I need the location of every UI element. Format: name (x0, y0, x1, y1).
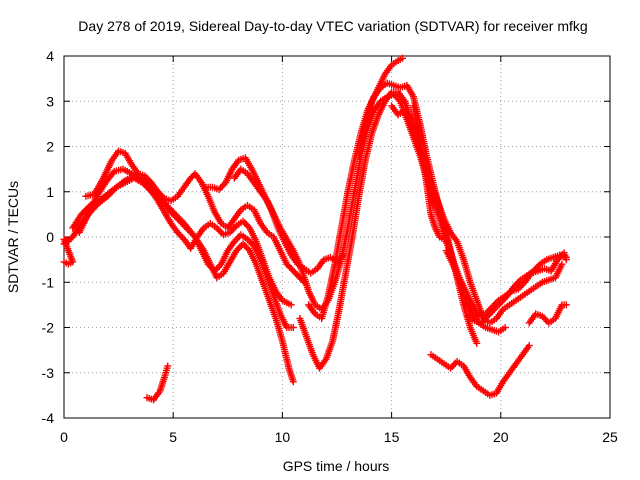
data-point (289, 324, 297, 331)
data-point (242, 243, 250, 251)
data-point (562, 301, 570, 309)
data-point (448, 363, 456, 371)
y-tick-label: 1 (46, 184, 54, 200)
y-tick-label: 0 (46, 229, 54, 245)
x-tick-label: 25 (602, 429, 618, 445)
series-track-4 (82, 147, 308, 286)
x-tick-label: 0 (60, 429, 68, 445)
x-tick-label: 5 (169, 429, 177, 445)
data-point (473, 339, 481, 347)
data-point (287, 301, 295, 309)
axis-ticks: 0 5 10 15 20 25 -4 -3 -2 -1 0 1 2 3 4 (42, 48, 618, 445)
chart-title: Day 278 of 2019, Sidereal Day-to-day VTE… (78, 18, 587, 34)
series-track-11 (409, 102, 448, 243)
data-point (562, 253, 570, 261)
y-tick-label: -2 (42, 320, 55, 336)
y-tick-label: -4 (42, 410, 55, 426)
x-axis-label: GPS time / hours (283, 458, 390, 474)
data-point (215, 226, 223, 234)
y-tick-label: 2 (46, 139, 54, 155)
data-point (525, 342, 533, 350)
y-tick-label: -1 (42, 274, 55, 290)
data-marks (60, 54, 570, 404)
data-point (177, 232, 185, 240)
data-point (501, 324, 509, 331)
data-point (218, 229, 226, 237)
series-track-10 (388, 102, 566, 327)
series-track-16 (143, 362, 172, 404)
data-point (289, 378, 297, 386)
y-tick-label: -3 (42, 365, 55, 381)
data-point (164, 362, 172, 370)
data-point (558, 260, 566, 268)
y-tick-label: 3 (46, 93, 54, 109)
x-tick-label: 10 (275, 429, 291, 445)
data-point (239, 240, 247, 248)
data-point (217, 184, 225, 192)
data-point (236, 243, 244, 251)
data-point (64, 238, 72, 246)
series-track-3 (75, 165, 295, 309)
data-point (440, 235, 448, 243)
grid (64, 56, 610, 418)
x-tick-label: 20 (493, 429, 509, 445)
series-track-15 (525, 301, 570, 327)
data-point (245, 237, 253, 245)
series-track-14 (427, 342, 533, 399)
series-track-17 (60, 235, 77, 268)
y-tick-label: 4 (46, 48, 54, 64)
series-track-2 (69, 172, 297, 386)
series-track-13 (464, 251, 570, 327)
x-tick-label: 15 (384, 429, 400, 445)
series-track-9 (355, 54, 407, 160)
data-point (399, 54, 407, 62)
data-point (241, 241, 249, 249)
y-axis-label: SDTVAR / TECUs (5, 181, 21, 293)
data-point (241, 219, 249, 227)
